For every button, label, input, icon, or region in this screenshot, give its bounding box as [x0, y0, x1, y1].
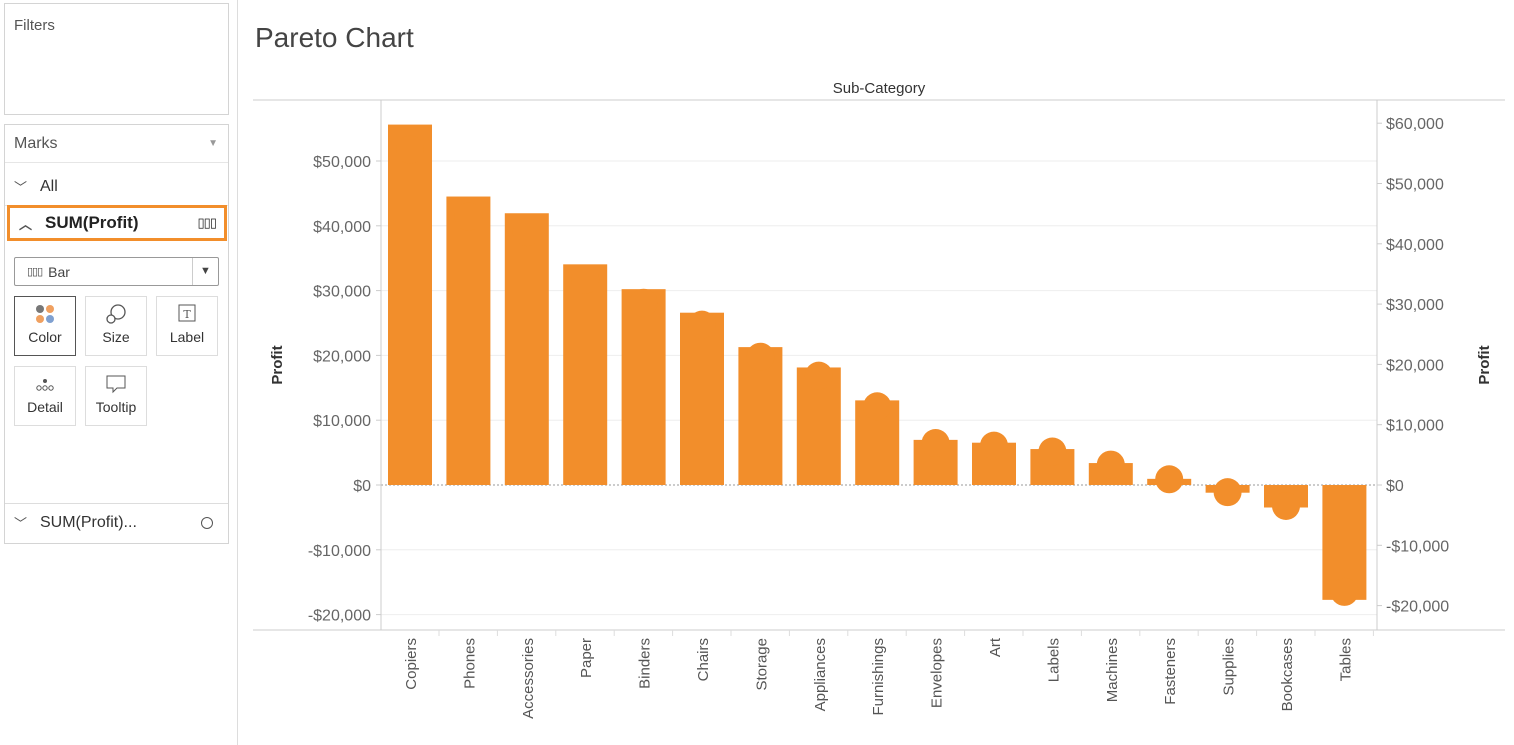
label-label: Label	[169, 329, 205, 345]
size-label: Size	[102, 329, 130, 345]
circle-mark-supplies	[1213, 478, 1242, 507]
category-label: Paper	[578, 638, 595, 678]
right-tick-label: $0	[1386, 478, 1404, 495]
left-tick-label: $10,000	[313, 413, 371, 430]
marks-menu-icon[interactable]: ▼	[208, 138, 218, 149]
right-tick-label: $50,000	[1386, 177, 1444, 194]
category-label: Bookcases	[1279, 638, 1296, 711]
tooltip-label: Tooltip	[95, 399, 137, 415]
left-tick-label: -$20,000	[308, 608, 371, 625]
right-tick-label: $10,000	[1386, 418, 1444, 435]
text-label-icon: T	[157, 303, 217, 329]
circle-mark-chairs	[688, 310, 716, 339]
circle-mark-paper	[571, 265, 600, 294]
marks-sum-profit-2-row[interactable]: ﹀ SUM(Profit)...	[5, 503, 228, 541]
left-tick-label: $30,000	[313, 284, 371, 301]
category-label: Furnishings	[870, 638, 887, 716]
size-icon	[86, 303, 146, 329]
right-tick-label: $30,000	[1386, 297, 1444, 314]
left-tick-label: $40,000	[313, 219, 371, 236]
category-label: Envelopes	[929, 638, 946, 708]
category-label: Copiers	[403, 638, 420, 690]
circle-mark-fasteners	[1155, 465, 1184, 494]
circle-mark-phones	[454, 202, 483, 231]
left-tick-label: $0	[353, 478, 371, 495]
right-axis-title: Profit	[1476, 345, 1493, 384]
right-tick-label: $60,000	[1386, 116, 1444, 133]
marks-sum-label: SUM(Profit)	[45, 213, 139, 232]
category-label: Accessories	[520, 638, 537, 719]
color-palette-icon	[15, 303, 75, 329]
size-button[interactable]: Size	[85, 296, 147, 356]
detail-icon	[15, 373, 75, 399]
marks-header: Marks ▼	[5, 125, 228, 163]
circle-mark-copiers	[396, 135, 424, 164]
bar-paper	[563, 264, 608, 485]
filters-title: Filters	[14, 17, 55, 34]
mark-type-value: Bar	[48, 263, 70, 280]
category-label: Fasteners	[1162, 638, 1179, 705]
circle-mark-storage	[746, 342, 775, 371]
marks-card: Marks ▼ ﹀ All ︿ SUM(Profit) ▯▯▯ ▯▯▯ Bar ▼ Colo…	[4, 124, 229, 544]
circle-mark-tables	[1330, 577, 1359, 606]
bar-chart-icon: ▯▯▯	[197, 215, 217, 230]
panel-divider	[237, 0, 238, 745]
detail-button[interactable]: Detail	[14, 366, 76, 426]
mark-type-dropdown[interactable]: ▯▯▯ Bar ▼	[14, 257, 219, 286]
dropdown-arrow-icon: ▼	[192, 258, 218, 285]
svg-text:T: T	[183, 308, 191, 321]
marks-all-label: All	[40, 177, 58, 195]
left-tick-label: $50,000	[313, 154, 371, 171]
circle-mark-bookcases	[1272, 491, 1300, 520]
color-button[interactable]: Color	[14, 296, 76, 356]
bar-phones	[446, 196, 491, 485]
left-tick-label: -$10,000	[308, 543, 371, 560]
category-label: Appliances	[812, 638, 829, 711]
category-label: Chairs	[695, 638, 712, 681]
category-label: Phones	[461, 638, 478, 689]
column-header: Sub-Category	[833, 80, 926, 97]
category-label: Binders	[637, 638, 654, 689]
circle-mark-appliances	[804, 361, 833, 390]
bar-chairs	[680, 312, 724, 485]
left-tick-label: $20,000	[313, 348, 371, 365]
chevron-down-icon: ﹀	[14, 516, 28, 531]
marks-second-label: SUM(Profit)...	[40, 513, 137, 531]
marks-sum-profit-row[interactable]: ︿ SUM(Profit) ▯▯▯	[7, 205, 227, 241]
page-title: Pareto Chart	[255, 22, 414, 53]
right-tick-label: $20,000	[1386, 357, 1444, 374]
category-label: Machines	[1104, 638, 1121, 702]
detail-label: Detail	[27, 399, 63, 415]
bar-binders	[621, 289, 666, 485]
circle-mark-machines	[1096, 450, 1125, 479]
filters-shelf[interactable]: Filters	[4, 3, 229, 115]
tooltip-button[interactable]: Tooltip	[85, 366, 147, 426]
bar-copiers	[388, 124, 432, 485]
bar-accessories	[504, 213, 549, 486]
bar-chart-icon: ▯▯▯	[27, 266, 43, 278]
left-axis-title: Profit	[269, 345, 286, 384]
circle-mark-icon	[201, 516, 213, 529]
category-label: Labels	[1045, 638, 1062, 682]
label-button[interactable]: T Label	[156, 296, 218, 356]
circle-mark-accessories	[512, 218, 541, 247]
circle-mark-art	[980, 431, 1008, 460]
circle-mark-binders	[629, 288, 658, 317]
category-label: Storage	[753, 638, 770, 691]
tooltip-icon	[86, 373, 146, 399]
right-tick-label: -$20,000	[1386, 599, 1449, 616]
circle-mark-labels	[1038, 437, 1067, 466]
category-label: Tables	[1337, 638, 1354, 681]
marks-title: Marks	[14, 134, 58, 152]
right-tick-label: -$10,000	[1386, 538, 1449, 555]
circle-mark-furnishings	[863, 392, 892, 421]
color-label: Color	[28, 329, 62, 345]
category-label: Art	[987, 637, 1004, 657]
chevron-up-icon: ︿	[19, 216, 33, 232]
circle-mark-envelopes	[921, 429, 950, 458]
category-label: Supplies	[1221, 638, 1238, 696]
chevron-down-icon: ﹀	[14, 180, 28, 195]
right-tick-label: $40,000	[1386, 237, 1444, 254]
